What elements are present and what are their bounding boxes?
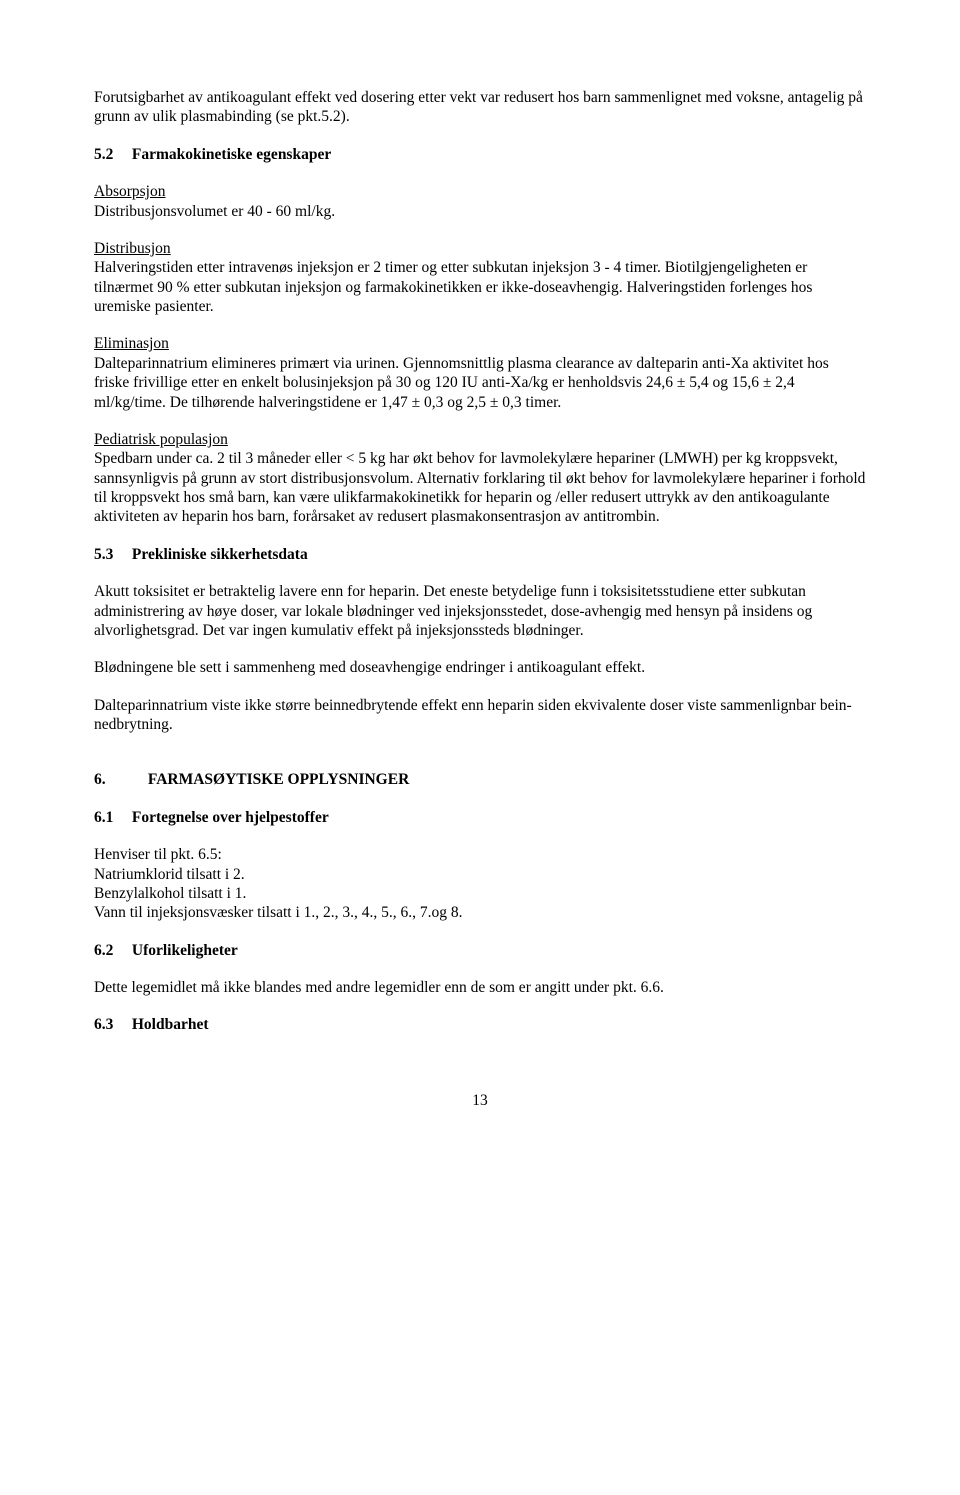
heading-title: Farmakokinetiske egenskaper [132,146,331,163]
excipients-block: Henviser til pkt. 6.5: Natriumklorid til… [94,845,866,923]
heading-number: 5.2 [94,145,128,164]
heading-number: 6. [94,770,144,789]
excipients-line: Natriumklorid tilsatt i 2. [94,866,245,883]
excipients-line: Henviser til pkt. 6.5: [94,846,222,863]
heading-6-3: 6.3 Holdbarhet [94,1015,866,1034]
pediatric-block: Pediatrisk populasjon Spedbarn under ca.… [94,430,866,527]
heading-number: 6.2 [94,941,128,960]
absorption-body: Distribusjonsvolumet er 40 - 60 ml/kg. [94,203,335,220]
heading-title: Fortegnelse over hjelpestoffer [132,809,329,826]
heading-number: 5.3 [94,545,128,564]
pediatric-body: Spedbarn under ca. 2 til 3 måneder eller… [94,450,865,525]
absorption-head: Absorpsjon [94,183,165,200]
paragraph-intro: Forutsigbarhet av antikoagulant effekt v… [94,88,866,127]
paragraph-5-3-2: Blødningene ble sett i sammenheng med do… [94,658,866,677]
heading-6-2: 6.2 Uforlikeligheter [94,941,866,960]
heading-number: 6.3 [94,1015,128,1034]
heading-title: Prekliniske sikkerhetsdata [132,546,308,563]
elimination-head: Eliminasjon [94,335,169,352]
page-number: 13 [94,1091,866,1110]
heading-5-3: 5.3 Prekliniske sikkerhetsdata [94,545,866,564]
distribution-head: Distribusjon [94,240,171,257]
excipients-line: Vann til injeksjonsvæsker tilsatt i 1., … [94,904,463,921]
paragraph-5-3-1: Akutt toksisitet er betraktelig lavere e… [94,582,866,640]
heading-title: FARMASØYTISKE OPPLYSNINGER [148,771,409,788]
absorption-block: Absorpsjon Distribusjonsvolumet er 40 - … [94,182,866,221]
heading-title: Uforlikeligheter [132,942,238,959]
pediatric-head: Pediatrisk populasjon [94,431,228,448]
distribution-body: Halveringstiden etter intravenøs injeksj… [94,259,812,315]
elimination-body: Dalteparinnatrium elimineres primært via… [94,355,829,411]
heading-5-2: 5.2 Farmakokinetiske egenskaper [94,145,866,164]
heading-title: Holdbarhet [132,1016,209,1033]
heading-6: 6. FARMASØYTISKE OPPLYSNINGER [94,770,866,789]
distribution-block: Distribusjon Halveringstiden etter intra… [94,239,866,317]
paragraph-6-2: Dette legemidlet må ikke blandes med and… [94,978,866,997]
heading-6-1: 6.1 Fortegnelse over hjelpestoffer [94,808,866,827]
excipients-line: Benzylalkohol tilsatt i 1. [94,885,246,902]
elimination-block: Eliminasjon Dalteparinnatrium elimineres… [94,334,866,412]
heading-number: 6.1 [94,808,128,827]
paragraph-5-3-3: Dalteparinnatrium viste ikke større bein… [94,696,866,735]
